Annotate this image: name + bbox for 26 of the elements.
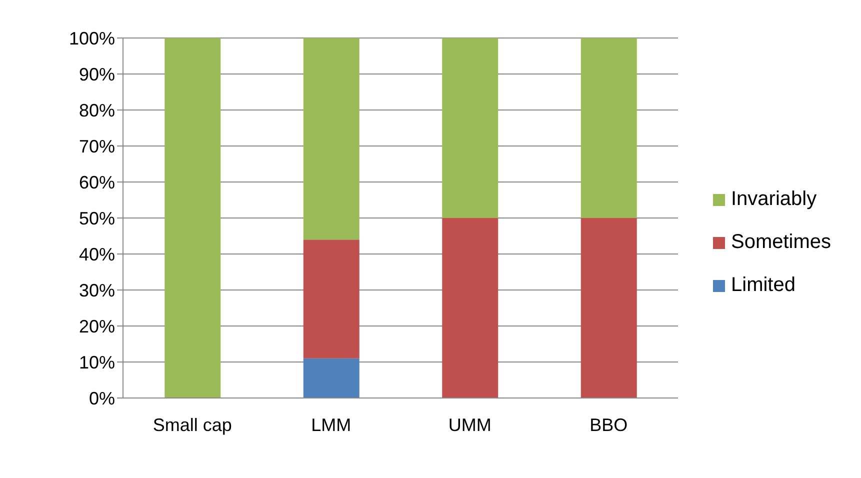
x-tick-label: BBO: [590, 414, 628, 435]
y-tick-label: 0%: [88, 388, 115, 408]
bar: [580, 218, 637, 398]
bar: [303, 240, 360, 358]
bar: [442, 218, 498, 398]
x-tick-label: LMM: [311, 414, 352, 435]
bar: [303, 358, 360, 398]
y-tick-label: 10%: [78, 352, 115, 372]
x-tick-label: UMM: [448, 414, 492, 435]
y-tick-label: 70%: [78, 136, 115, 156]
bar: [580, 38, 637, 218]
legend-label: Invariably: [731, 188, 817, 211]
y-tick-label: 40%: [78, 244, 115, 264]
bar: [164, 38, 221, 398]
y-tick-label: 90%: [78, 64, 115, 84]
bar: [303, 38, 360, 240]
y-tick-label: 80%: [78, 100, 115, 120]
legend-label: Limited: [731, 274, 796, 297]
y-tick-label: 30%: [78, 280, 115, 300]
y-tick-label: 20%: [78, 316, 115, 336]
bar: [442, 38, 498, 218]
legend-label: Sometimes: [731, 231, 832, 254]
y-tick-label: 100%: [68, 28, 115, 48]
y-tick-label: 60%: [78, 172, 115, 192]
x-tick-label: Small cap: [152, 414, 232, 435]
y-tick-label: 50%: [78, 208, 115, 228]
